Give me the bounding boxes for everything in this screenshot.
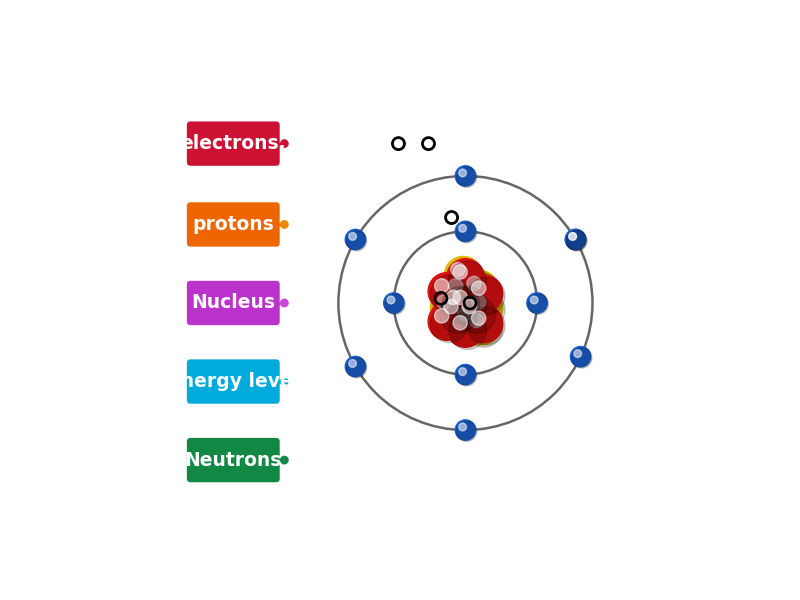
Circle shape <box>446 290 460 305</box>
Circle shape <box>349 359 357 367</box>
Circle shape <box>446 310 484 347</box>
Text: protons: protons <box>193 215 274 234</box>
Circle shape <box>446 259 484 296</box>
Circle shape <box>465 305 502 343</box>
Circle shape <box>442 286 480 324</box>
Circle shape <box>384 293 404 313</box>
Circle shape <box>530 296 538 304</box>
FancyBboxPatch shape <box>187 281 280 325</box>
Circle shape <box>566 230 587 251</box>
Circle shape <box>281 378 288 385</box>
Circle shape <box>434 308 449 323</box>
FancyBboxPatch shape <box>187 121 280 166</box>
Circle shape <box>455 166 476 186</box>
Circle shape <box>458 169 466 177</box>
Circle shape <box>453 290 467 305</box>
Circle shape <box>566 230 587 251</box>
Circle shape <box>467 291 505 329</box>
Circle shape <box>281 299 288 307</box>
Circle shape <box>455 221 476 242</box>
Circle shape <box>437 295 451 309</box>
Circle shape <box>444 299 458 314</box>
Circle shape <box>430 275 468 313</box>
Circle shape <box>450 262 465 277</box>
Circle shape <box>444 256 482 294</box>
Circle shape <box>458 307 472 320</box>
Circle shape <box>440 284 478 322</box>
FancyBboxPatch shape <box>187 202 280 247</box>
Circle shape <box>528 294 549 314</box>
Text: Nucleus: Nucleus <box>191 293 275 313</box>
Circle shape <box>451 301 489 338</box>
Circle shape <box>455 420 476 440</box>
Circle shape <box>387 296 395 304</box>
Circle shape <box>457 167 477 187</box>
Circle shape <box>467 277 481 290</box>
Circle shape <box>449 286 486 324</box>
Circle shape <box>527 293 547 313</box>
Circle shape <box>454 302 491 340</box>
Circle shape <box>471 295 486 309</box>
Circle shape <box>570 347 590 367</box>
Circle shape <box>346 356 366 377</box>
Circle shape <box>566 229 586 250</box>
Circle shape <box>444 275 482 313</box>
Circle shape <box>438 293 475 331</box>
Circle shape <box>569 233 577 240</box>
Circle shape <box>467 307 505 345</box>
Circle shape <box>462 307 501 345</box>
Circle shape <box>465 275 502 313</box>
Circle shape <box>569 233 577 240</box>
Circle shape <box>457 223 477 243</box>
Circle shape <box>449 312 486 350</box>
Circle shape <box>430 289 468 326</box>
Circle shape <box>462 299 477 314</box>
Circle shape <box>462 272 501 310</box>
Circle shape <box>465 289 502 326</box>
Circle shape <box>449 261 486 299</box>
Circle shape <box>467 277 505 315</box>
Circle shape <box>433 291 470 329</box>
Circle shape <box>574 350 582 358</box>
FancyBboxPatch shape <box>187 359 280 404</box>
Text: Neutrons: Neutrons <box>185 451 282 470</box>
Circle shape <box>385 294 406 314</box>
Circle shape <box>469 313 483 328</box>
Circle shape <box>440 296 478 334</box>
Circle shape <box>458 368 466 376</box>
Circle shape <box>471 311 486 325</box>
Circle shape <box>572 348 592 368</box>
FancyBboxPatch shape <box>187 438 280 482</box>
Circle shape <box>346 229 366 250</box>
Circle shape <box>455 364 476 385</box>
Circle shape <box>346 230 366 251</box>
Circle shape <box>456 293 494 331</box>
Circle shape <box>566 229 586 250</box>
Circle shape <box>281 140 288 148</box>
Circle shape <box>281 457 288 464</box>
Circle shape <box>349 233 357 240</box>
Circle shape <box>346 358 366 378</box>
Circle shape <box>442 272 480 310</box>
Circle shape <box>281 221 288 228</box>
Circle shape <box>457 421 477 442</box>
Circle shape <box>458 423 466 431</box>
Circle shape <box>461 270 498 308</box>
Circle shape <box>471 281 486 295</box>
Circle shape <box>458 224 466 232</box>
Circle shape <box>458 296 496 334</box>
Circle shape <box>453 265 467 279</box>
Circle shape <box>446 259 484 296</box>
Text: Energy level: Energy level <box>168 372 299 391</box>
Circle shape <box>453 316 467 330</box>
Circle shape <box>448 278 462 293</box>
Circle shape <box>465 310 502 347</box>
Circle shape <box>428 302 466 340</box>
Circle shape <box>434 278 449 293</box>
Circle shape <box>446 284 484 322</box>
Circle shape <box>430 305 468 343</box>
Circle shape <box>428 272 466 310</box>
Text: electrons.: electrons. <box>181 134 286 153</box>
Circle shape <box>457 365 477 386</box>
